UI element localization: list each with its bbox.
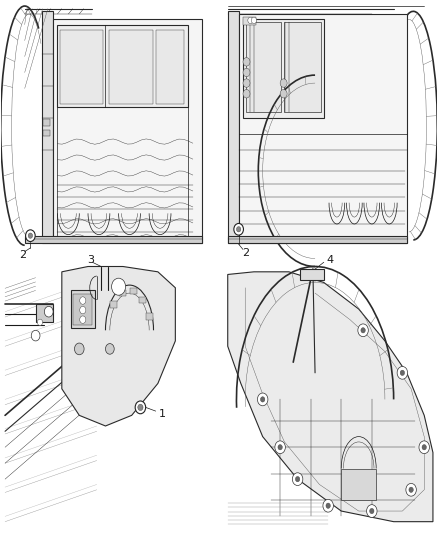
Polygon shape — [42, 11, 53, 243]
Bar — [284, 22, 321, 112]
Circle shape — [261, 397, 265, 402]
Bar — [130, 288, 137, 294]
Polygon shape — [228, 11, 239, 243]
Circle shape — [406, 483, 417, 496]
Circle shape — [258, 393, 268, 406]
Circle shape — [44, 306, 53, 317]
Bar — [119, 289, 126, 296]
Bar — [243, 17, 256, 25]
Circle shape — [135, 401, 146, 414]
Circle shape — [409, 487, 413, 492]
Text: 4: 4 — [327, 255, 334, 264]
Text: 1: 1 — [159, 409, 166, 419]
Bar — [109, 30, 152, 104]
Circle shape — [367, 505, 377, 518]
Circle shape — [422, 445, 426, 450]
Circle shape — [80, 306, 86, 314]
Polygon shape — [62, 266, 175, 426]
Circle shape — [106, 344, 114, 354]
Circle shape — [25, 230, 35, 241]
Circle shape — [280, 79, 287, 87]
Bar — [139, 296, 146, 303]
Circle shape — [292, 473, 303, 486]
Bar — [73, 294, 92, 325]
Circle shape — [358, 324, 368, 337]
Bar — [110, 302, 117, 308]
Circle shape — [278, 445, 283, 450]
Circle shape — [275, 441, 286, 454]
Circle shape — [80, 297, 86, 304]
Bar — [57, 25, 188, 107]
Polygon shape — [53, 19, 201, 243]
Circle shape — [361, 328, 365, 333]
Circle shape — [323, 499, 333, 512]
Bar — [43, 130, 50, 136]
Circle shape — [243, 79, 250, 87]
Circle shape — [397, 367, 408, 379]
Circle shape — [295, 477, 300, 482]
Circle shape — [80, 316, 86, 324]
Text: 3: 3 — [87, 255, 94, 264]
Circle shape — [138, 404, 143, 410]
Text: 2: 2 — [243, 248, 250, 258]
Circle shape — [237, 227, 241, 232]
Circle shape — [243, 68, 250, 77]
Bar — [341, 469, 376, 500]
Bar — [43, 119, 50, 126]
Circle shape — [31, 330, 40, 341]
Circle shape — [251, 17, 257, 23]
Polygon shape — [228, 236, 407, 243]
Polygon shape — [239, 14, 407, 243]
Circle shape — [280, 90, 287, 98]
Circle shape — [243, 58, 250, 66]
Circle shape — [243, 90, 250, 98]
Bar — [35, 304, 53, 322]
Bar — [243, 19, 324, 118]
Bar — [146, 313, 153, 320]
Text: 2: 2 — [19, 250, 26, 260]
Bar — [71, 290, 95, 328]
Bar — [246, 22, 281, 112]
Bar — [60, 30, 103, 104]
Circle shape — [248, 17, 253, 23]
Circle shape — [112, 278, 126, 295]
Circle shape — [37, 319, 42, 326]
Circle shape — [74, 343, 84, 355]
Circle shape — [370, 508, 374, 514]
Bar — [155, 30, 184, 104]
Bar — [300, 269, 324, 280]
Circle shape — [419, 441, 429, 454]
Circle shape — [326, 503, 330, 508]
Polygon shape — [228, 272, 433, 522]
Polygon shape — [25, 236, 201, 243]
Circle shape — [28, 233, 32, 238]
Circle shape — [400, 370, 405, 375]
Circle shape — [234, 223, 244, 235]
